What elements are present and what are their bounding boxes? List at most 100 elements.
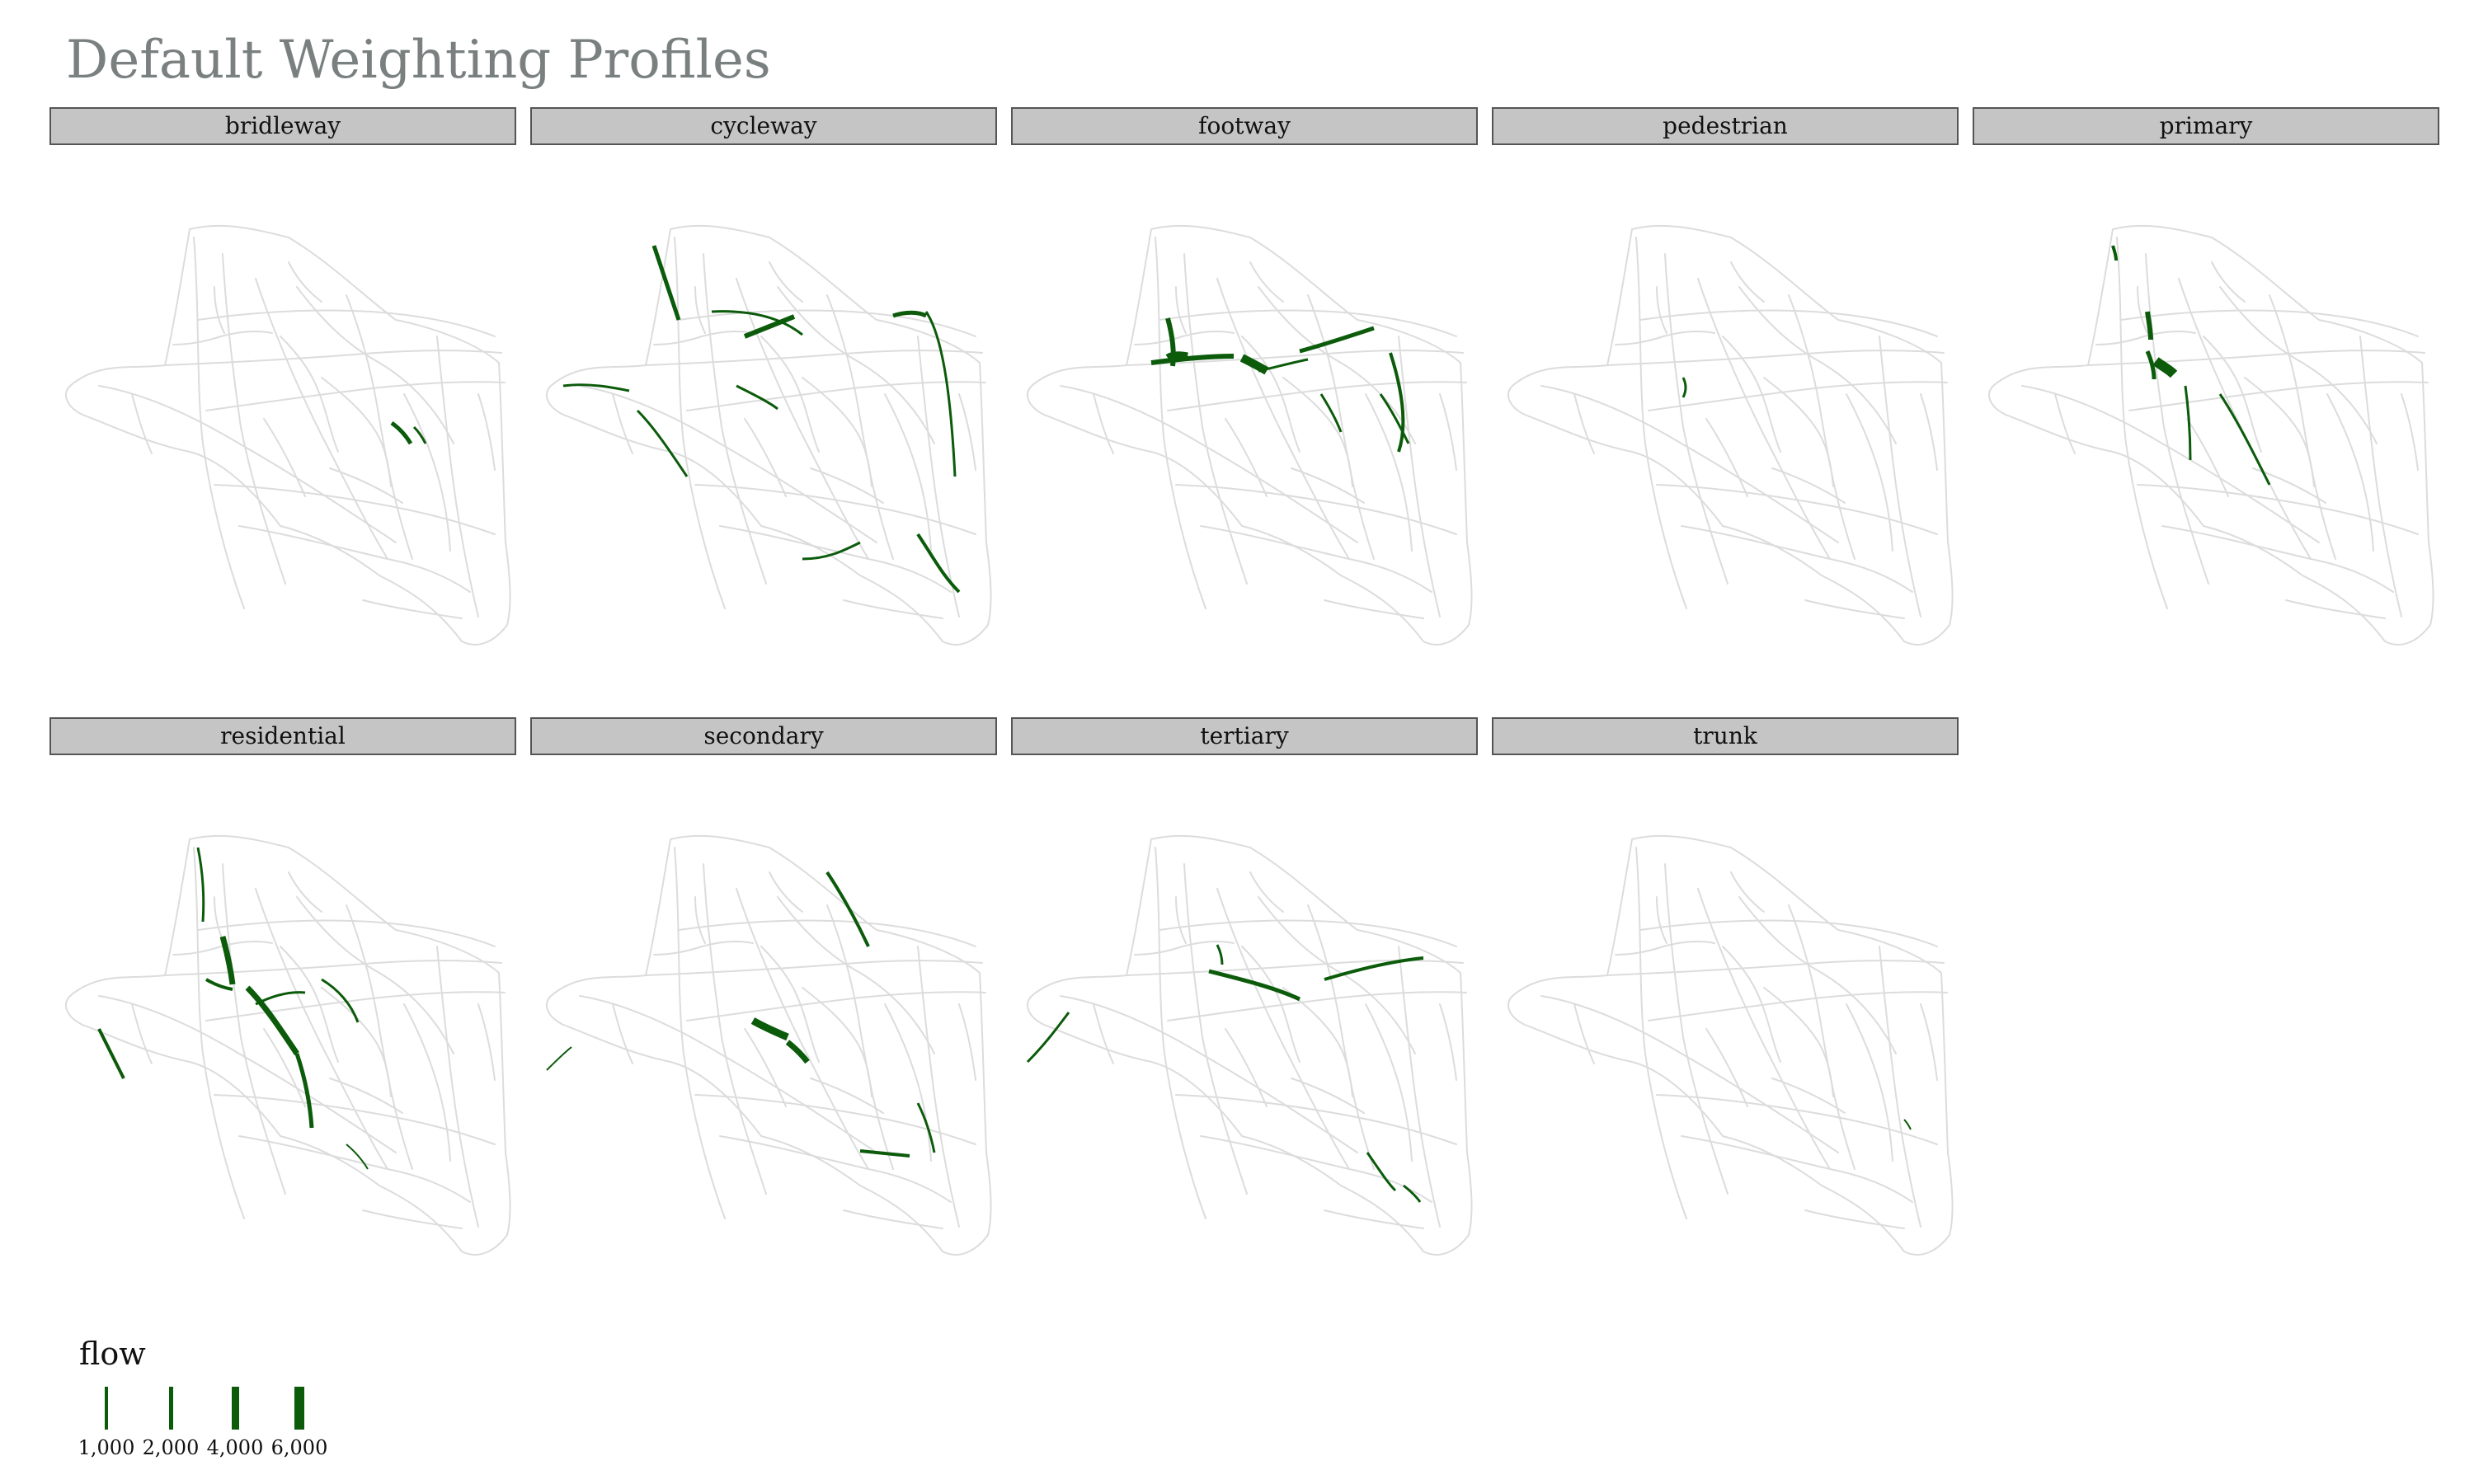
facet-strip-bridleway: bridleway: [49, 107, 516, 145]
flow-overlay: [1681, 377, 1687, 398]
panel-footway: footway: [1011, 107, 1478, 684]
panel-pedestrian: pedestrian: [1492, 107, 1959, 684]
facet-strip-residential: residential: [49, 717, 516, 755]
legend-title: flow: [79, 1336, 146, 1372]
flow-segment: [825, 871, 870, 947]
flow-overlay: [2111, 245, 2271, 486]
flow-segment: [2218, 393, 2271, 486]
flow-segment: [1366, 1152, 1397, 1192]
flow-segment: [2152, 357, 2178, 378]
flow-overlay: [562, 245, 961, 594]
flow-segment: [1026, 1012, 1070, 1064]
flow-overlay: [1150, 317, 1410, 453]
flow-segment: [1324, 956, 1424, 981]
flow-segment: [802, 541, 861, 561]
flow-segment: [219, 936, 236, 985]
map-secondary: [530, 757, 997, 1293]
flow-segment: [562, 383, 630, 392]
map-residential: [49, 757, 516, 1293]
flow-segment: [1403, 1184, 1422, 1203]
panel-bridleway: bridleway: [49, 107, 516, 684]
map-cycleway: [530, 147, 997, 683]
flow-segment: [924, 311, 957, 477]
flow-segment: [1903, 1119, 1912, 1130]
flow-overlay: [97, 847, 369, 1170]
flow-segment: [2145, 311, 2153, 340]
panel-trunk: trunk: [1492, 717, 1959, 1294]
flow-overlay: [1903, 1119, 1912, 1130]
street-network: [1507, 224, 1954, 646]
flow-segment: [255, 991, 306, 1006]
facet-strip-pedestrian: pedestrian: [1492, 107, 1959, 145]
facet-strip-footway: footway: [1011, 107, 1478, 145]
flow-segment: [97, 1028, 125, 1079]
flow-segment: [412, 425, 427, 444]
flow-segment: [1389, 352, 1405, 453]
legend-item-4000: 4,000: [203, 1387, 267, 1461]
legend-swatch: [294, 1387, 304, 1430]
flow-segment: [1216, 944, 1224, 965]
panel-residential: residential: [49, 717, 516, 1294]
street-network: [546, 834, 992, 1256]
map-trunk: [1492, 757, 1959, 1293]
flow-segment: [390, 420, 413, 445]
flow-segment: [1150, 354, 1235, 365]
legend-label: 6,000: [270, 1436, 328, 1459]
facet-strip-tertiary: tertiary: [1011, 717, 1478, 755]
panel-tertiary: tertiary: [1011, 717, 1478, 1294]
flow-segment: [2145, 350, 2157, 380]
flow-segment: [196, 847, 205, 923]
legend-swatch: [232, 1387, 239, 1430]
flow-overlay: [1026, 944, 1424, 1203]
flow-overlay: [546, 871, 936, 1158]
flow-segment: [1681, 377, 1687, 398]
flow-segment: [1299, 326, 1375, 354]
legend-label: 4,000: [206, 1436, 264, 1459]
flow-segment: [1258, 358, 1309, 373]
flow-segment: [636, 409, 689, 477]
flow-segment: [294, 1053, 314, 1129]
flow-segment: [1208, 969, 1301, 1002]
flow-segment: [916, 1102, 936, 1153]
flow-segment: [1319, 393, 1343, 433]
street-network: [546, 224, 992, 646]
legend-item-6000: 6,000: [267, 1387, 332, 1461]
flow-segment: [785, 1040, 810, 1064]
page-title: Default Weighting Profiles: [66, 30, 771, 91]
panel-primary: primary: [1973, 107, 2439, 684]
legend-label: 2,000: [142, 1436, 200, 1459]
legend-swatch: [105, 1387, 108, 1430]
map-primary: [1973, 147, 2439, 683]
legend-item-2000: 2,000: [139, 1387, 203, 1461]
panel-cycleway: cycleway: [530, 107, 997, 684]
flow-segment: [1165, 317, 1176, 367]
flow-segment: [892, 310, 928, 318]
panel-secondary: secondary: [530, 717, 997, 1294]
flow-segment: [1165, 351, 1188, 361]
flow-segment: [2111, 245, 2118, 261]
legend-label: 1,000: [78, 1436, 135, 1459]
flow-segment: [859, 1149, 910, 1158]
flow-segment: [743, 314, 796, 339]
flow-segment: [651, 245, 681, 321]
street-network: [65, 224, 511, 646]
flow-segment: [711, 310, 803, 336]
map-bridleway: [49, 147, 516, 683]
map-footway: [1011, 147, 1478, 683]
flow-legend: flow 1,000 2,000 4,000 6,000: [74, 1336, 371, 1476]
facet-strip-secondary: secondary: [530, 717, 997, 755]
flow-segment: [346, 1144, 369, 1170]
street-network: [1507, 834, 1954, 1256]
facet-strip-cycleway: cycleway: [530, 107, 997, 145]
facet-strip-trunk: trunk: [1492, 717, 1959, 755]
street-network: [1027, 834, 1473, 1256]
flow-segment: [1379, 393, 1410, 444]
map-tertiary: [1011, 757, 1478, 1293]
facet-strip-primary: primary: [1973, 107, 2439, 145]
flow-segment: [736, 384, 778, 411]
street-network: [1988, 224, 2434, 646]
flow-segment: [2184, 385, 2192, 461]
flow-overlay: [390, 420, 427, 445]
flow-segment: [546, 1046, 572, 1071]
flow-segment: [750, 1017, 789, 1041]
